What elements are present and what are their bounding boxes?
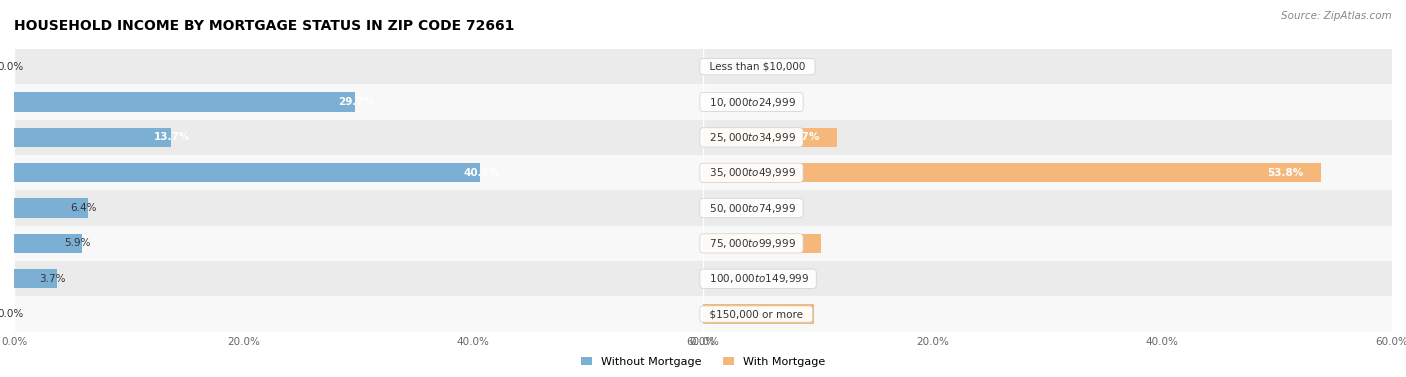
Text: 0.0%: 0.0% [713,203,738,213]
Text: 0.0%: 0.0% [0,62,24,72]
Bar [14,296,703,332]
Text: 3.7%: 3.7% [39,274,66,284]
Bar [14,163,481,182]
Bar [703,304,814,324]
Bar [14,155,703,190]
Text: HOUSEHOLD INCOME BY MORTGAGE STATUS IN ZIP CODE 72661: HOUSEHOLD INCOME BY MORTGAGE STATUS IN Z… [14,19,515,33]
Text: $100,000 to $149,999: $100,000 to $149,999 [703,272,813,285]
Bar [14,226,703,261]
Bar [703,128,838,147]
Bar [703,155,1392,190]
Bar [703,163,1320,182]
Bar [703,234,821,253]
Legend: Without Mortgage, With Mortgage: Without Mortgage, With Mortgage [576,352,830,371]
Text: 6.4%: 6.4% [70,203,97,213]
Text: $50,000 to $74,999: $50,000 to $74,999 [703,202,800,215]
Text: 29.7%: 29.7% [337,97,374,107]
Bar [14,234,82,253]
Text: $150,000 or more: $150,000 or more [703,309,810,319]
Text: 53.8%: 53.8% [1267,168,1303,178]
Bar [14,261,703,296]
Text: $10,000 to $24,999: $10,000 to $24,999 [703,95,800,109]
Bar [14,92,356,112]
Bar [703,261,1392,296]
Bar [703,49,1392,84]
Text: Source: ZipAtlas.com: Source: ZipAtlas.com [1281,11,1392,21]
Text: 9.7%: 9.7% [768,309,797,319]
Text: $35,000 to $49,999: $35,000 to $49,999 [703,166,800,179]
Text: 11.7%: 11.7% [783,132,820,143]
Bar [703,84,1392,120]
Text: $75,000 to $99,999: $75,000 to $99,999 [703,237,800,250]
Text: 0.0%: 0.0% [713,97,738,107]
Text: 0.0%: 0.0% [713,62,738,72]
Bar [14,84,703,120]
Bar [703,190,1392,226]
Bar [703,296,1392,332]
Text: 5.9%: 5.9% [65,238,91,248]
Bar [14,198,87,218]
Text: $25,000 to $34,999: $25,000 to $34,999 [703,131,800,144]
Text: 0.0%: 0.0% [713,274,738,284]
Bar [14,128,172,147]
Bar [703,120,1392,155]
Bar [703,226,1392,261]
Text: 13.7%: 13.7% [155,132,191,143]
Text: Less than $10,000: Less than $10,000 [703,62,811,72]
Text: 10.3%: 10.3% [768,238,804,248]
Text: 0.0%: 0.0% [0,309,24,319]
Bar [14,120,703,155]
Bar [14,269,56,288]
Bar [14,190,703,226]
Bar [14,49,703,84]
Text: 40.6%: 40.6% [463,168,499,178]
